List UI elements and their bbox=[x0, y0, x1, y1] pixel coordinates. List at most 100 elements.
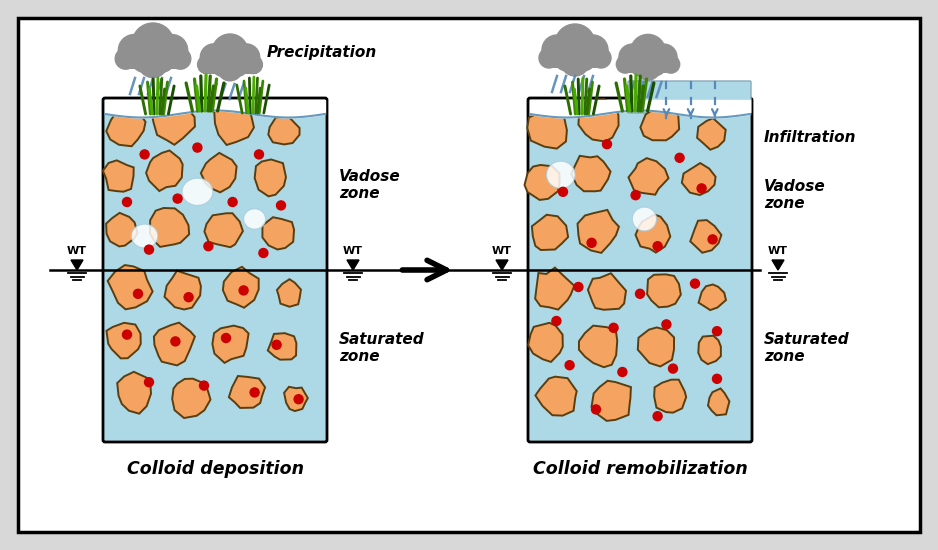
Polygon shape bbox=[229, 376, 265, 408]
Circle shape bbox=[669, 364, 677, 373]
Polygon shape bbox=[638, 327, 674, 366]
Circle shape bbox=[259, 249, 268, 257]
Polygon shape bbox=[699, 284, 726, 310]
Circle shape bbox=[250, 388, 259, 397]
Circle shape bbox=[565, 361, 574, 370]
Circle shape bbox=[609, 323, 618, 332]
Polygon shape bbox=[579, 326, 617, 367]
Circle shape bbox=[587, 238, 597, 248]
Ellipse shape bbox=[131, 224, 158, 248]
Polygon shape bbox=[214, 103, 254, 145]
Polygon shape bbox=[284, 387, 308, 411]
Circle shape bbox=[662, 56, 680, 73]
Polygon shape bbox=[106, 213, 138, 246]
Circle shape bbox=[629, 53, 653, 76]
Polygon shape bbox=[496, 260, 508, 270]
Polygon shape bbox=[146, 151, 183, 191]
Circle shape bbox=[221, 333, 231, 343]
Circle shape bbox=[555, 24, 595, 64]
Circle shape bbox=[618, 367, 627, 377]
Text: Infiltration: Infiltration bbox=[764, 130, 856, 146]
Polygon shape bbox=[277, 279, 301, 307]
Circle shape bbox=[653, 412, 662, 421]
Polygon shape bbox=[106, 323, 141, 359]
Polygon shape bbox=[532, 214, 568, 250]
Polygon shape bbox=[347, 260, 359, 270]
Circle shape bbox=[225, 53, 249, 76]
Bar bbox=[203, 59, 257, 74]
Circle shape bbox=[239, 286, 248, 295]
Text: Saturated
zone: Saturated zone bbox=[339, 332, 425, 365]
Polygon shape bbox=[152, 100, 195, 145]
Polygon shape bbox=[528, 323, 563, 362]
Polygon shape bbox=[647, 274, 681, 307]
FancyBboxPatch shape bbox=[528, 98, 752, 442]
Polygon shape bbox=[571, 156, 611, 191]
Polygon shape bbox=[578, 210, 619, 253]
Circle shape bbox=[697, 184, 706, 193]
Bar bbox=[622, 59, 674, 73]
Circle shape bbox=[198, 56, 216, 74]
Polygon shape bbox=[223, 267, 259, 307]
Circle shape bbox=[630, 35, 666, 70]
Text: WT: WT bbox=[343, 246, 363, 256]
Circle shape bbox=[643, 53, 667, 76]
Bar bbox=[545, 52, 605, 68]
Circle shape bbox=[636, 289, 644, 298]
Ellipse shape bbox=[632, 207, 657, 231]
Polygon shape bbox=[204, 213, 243, 247]
Polygon shape bbox=[641, 105, 679, 140]
Circle shape bbox=[123, 330, 131, 339]
Polygon shape bbox=[636, 214, 671, 252]
Circle shape bbox=[171, 337, 180, 346]
Ellipse shape bbox=[244, 209, 265, 229]
Circle shape bbox=[591, 48, 611, 68]
Polygon shape bbox=[117, 372, 151, 414]
Polygon shape bbox=[150, 208, 189, 247]
Circle shape bbox=[228, 197, 237, 206]
Text: WT: WT bbox=[67, 246, 87, 256]
Polygon shape bbox=[579, 99, 618, 141]
Circle shape bbox=[133, 289, 143, 298]
Text: WT: WT bbox=[492, 246, 512, 256]
Polygon shape bbox=[697, 118, 726, 150]
Polygon shape bbox=[263, 217, 294, 250]
Circle shape bbox=[631, 191, 640, 200]
Circle shape bbox=[193, 143, 202, 152]
FancyBboxPatch shape bbox=[103, 98, 327, 442]
Circle shape bbox=[156, 35, 188, 66]
Circle shape bbox=[708, 235, 717, 244]
Polygon shape bbox=[254, 160, 286, 196]
Circle shape bbox=[552, 316, 561, 326]
Circle shape bbox=[675, 153, 684, 162]
Circle shape bbox=[602, 140, 612, 148]
Circle shape bbox=[592, 405, 600, 414]
Circle shape bbox=[211, 53, 234, 76]
Circle shape bbox=[653, 241, 662, 251]
Polygon shape bbox=[708, 388, 730, 415]
Circle shape bbox=[115, 48, 136, 69]
Polygon shape bbox=[682, 163, 716, 195]
Circle shape bbox=[144, 245, 154, 254]
Text: WT: WT bbox=[768, 246, 788, 256]
Polygon shape bbox=[201, 153, 236, 192]
Circle shape bbox=[184, 293, 193, 302]
Circle shape bbox=[713, 375, 721, 383]
FancyBboxPatch shape bbox=[18, 18, 920, 532]
Circle shape bbox=[144, 378, 154, 387]
Circle shape bbox=[561, 48, 589, 76]
Circle shape bbox=[132, 23, 174, 65]
Circle shape bbox=[254, 150, 264, 159]
Circle shape bbox=[542, 35, 572, 65]
Polygon shape bbox=[654, 379, 687, 412]
Polygon shape bbox=[772, 260, 784, 270]
Ellipse shape bbox=[182, 178, 213, 205]
Circle shape bbox=[201, 44, 227, 71]
Polygon shape bbox=[268, 117, 299, 145]
Circle shape bbox=[295, 395, 303, 404]
Polygon shape bbox=[154, 323, 195, 365]
Circle shape bbox=[690, 279, 700, 288]
Text: Colloid deposition: Colloid deposition bbox=[127, 460, 304, 478]
Polygon shape bbox=[212, 326, 249, 363]
Polygon shape bbox=[103, 161, 134, 192]
